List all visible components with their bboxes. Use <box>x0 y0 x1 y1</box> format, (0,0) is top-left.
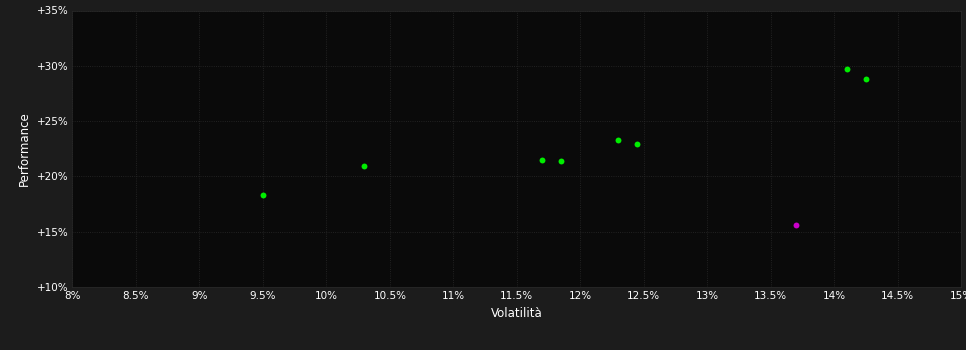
Point <box>554 158 569 164</box>
Point <box>788 222 804 228</box>
Point <box>534 157 550 163</box>
Point <box>839 66 855 72</box>
Point <box>630 141 645 147</box>
Point <box>858 76 873 82</box>
Point <box>611 137 626 143</box>
X-axis label: Volatilità: Volatilità <box>491 307 543 320</box>
Point <box>356 164 372 169</box>
Point <box>255 193 270 198</box>
Y-axis label: Performance: Performance <box>18 111 31 186</box>
